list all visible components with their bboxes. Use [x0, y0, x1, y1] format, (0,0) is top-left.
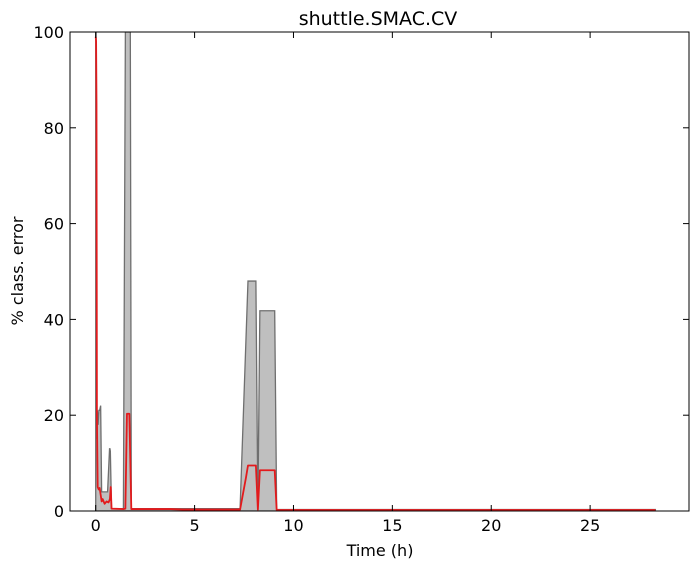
- y-axis-label: % class. error: [8, 216, 27, 325]
- y-tick-label: 100: [33, 23, 64, 42]
- x-tick-label: 20: [481, 516, 501, 535]
- y-tick-label: 40: [44, 310, 64, 329]
- x-tick-label: 0: [91, 516, 101, 535]
- ticks-layer: 0 5 10 15 20 25 0 20 40 60 80 100: [33, 23, 689, 535]
- plot-frame: [69, 31, 690, 512]
- x-tick-label: 5: [189, 516, 199, 535]
- y-tick-label: 0: [54, 502, 64, 521]
- y-tick-label: 60: [44, 215, 64, 234]
- x-tick-label: 15: [382, 516, 402, 535]
- error-band-area: [95, 32, 657, 511]
- x-axis-label: Time (h): [346, 541, 414, 560]
- x-tick-label: 25: [580, 516, 600, 535]
- data-layer: [94, 32, 657, 511]
- y-tick-label: 80: [44, 119, 64, 138]
- x-tick-label: 10: [283, 516, 303, 535]
- chart-title: shuttle.SMAC.CV: [299, 8, 458, 30]
- y-tick-label: 20: [44, 406, 64, 425]
- median-error-line: [94, 36, 656, 511]
